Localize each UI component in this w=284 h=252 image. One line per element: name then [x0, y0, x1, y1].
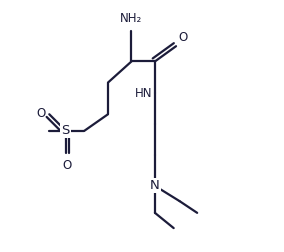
Text: O: O — [37, 107, 46, 120]
Text: NH₂: NH₂ — [120, 12, 143, 25]
Text: O: O — [62, 159, 72, 172]
Text: S: S — [62, 124, 70, 137]
Text: HN: HN — [135, 87, 153, 100]
Text: O: O — [178, 31, 188, 44]
Text: N: N — [150, 179, 160, 192]
